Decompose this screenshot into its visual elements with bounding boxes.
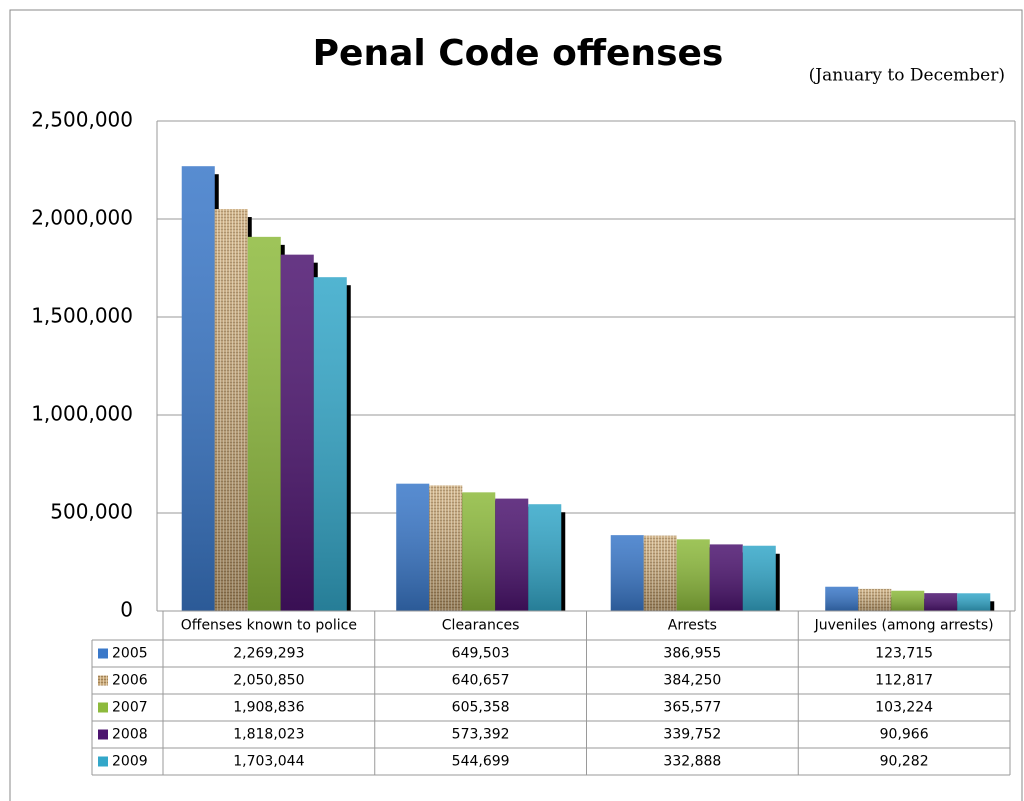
table-value: 365,577 [663,700,721,716]
table-value: 103,224 [875,700,933,716]
bar-shade [825,586,859,611]
chart-subtitle: (January to December) [809,66,1005,86]
legend-texture [98,675,108,686]
y-tick-label: 500,000 [50,500,133,524]
table-value: 1,908,836 [233,700,304,716]
legend-swatch [98,756,108,767]
bar-shade [891,590,925,611]
y-tick-label: 1,500,000 [31,304,133,328]
bar-shade [957,593,991,611]
chart-border [9,9,1023,801]
bar-shade [247,236,281,611]
legend-swatch [98,648,108,659]
bar-shade [313,277,347,611]
bar-shade [643,535,677,611]
table-value: 649,503 [452,646,510,662]
bar-shade [280,254,314,612]
bar-shade [709,544,743,611]
bar-shade [742,545,776,611]
x-tick-label: Juveniles (among arrests) [814,618,994,634]
table-value: 332,888 [663,754,721,770]
bar-shade [181,166,215,611]
table-value: 1,703,044 [233,754,304,770]
table-value: 90,282 [880,754,929,770]
y-tick-label: 2,000,000 [31,206,133,230]
table-value: 1,818,023 [233,727,304,743]
table-value: 2,269,293 [233,646,304,662]
y-tick-label: 1,000,000 [31,402,133,426]
bar-shade [676,539,710,611]
table-value: 605,358 [452,700,510,716]
x-tick-label: Arrests [668,618,717,634]
table-value: 2,050,850 [233,673,304,689]
table-value: 386,955 [663,646,721,662]
legend-label: 2008 [112,727,148,743]
bar-shade [924,593,958,611]
bar-shade [429,485,463,611]
legend-swatch [98,702,108,713]
bar-shade [462,492,496,611]
legend-label: 2005 [112,646,148,662]
x-tick-label: Clearances [442,618,520,634]
legend-label: 2007 [112,700,148,716]
x-tick-label: Offenses known to police [181,618,357,634]
table-value: 339,752 [663,727,721,743]
chart-title: Penal Code offenses [313,33,724,74]
bar-shade [214,209,248,612]
table-value: 640,657 [452,673,510,689]
legend-label: 2006 [112,673,148,689]
legend-swatch [98,729,108,740]
bar-shade [858,588,892,611]
table-value: 123,715 [875,646,933,662]
table-value: 90,966 [880,727,929,743]
table-value: 112,817 [875,673,933,689]
bar-shade [396,483,430,611]
y-tick-label: 0 [120,598,133,622]
y-tick-label: 2,500,000 [31,108,133,132]
table-value: 573,392 [452,727,510,743]
legend-label: 2009 [112,754,148,770]
table-value: 384,250 [663,673,721,689]
table-value: 544,699 [452,754,510,770]
bar-shade [528,504,562,611]
bar-shade [495,498,529,611]
bar-shade [610,535,644,611]
